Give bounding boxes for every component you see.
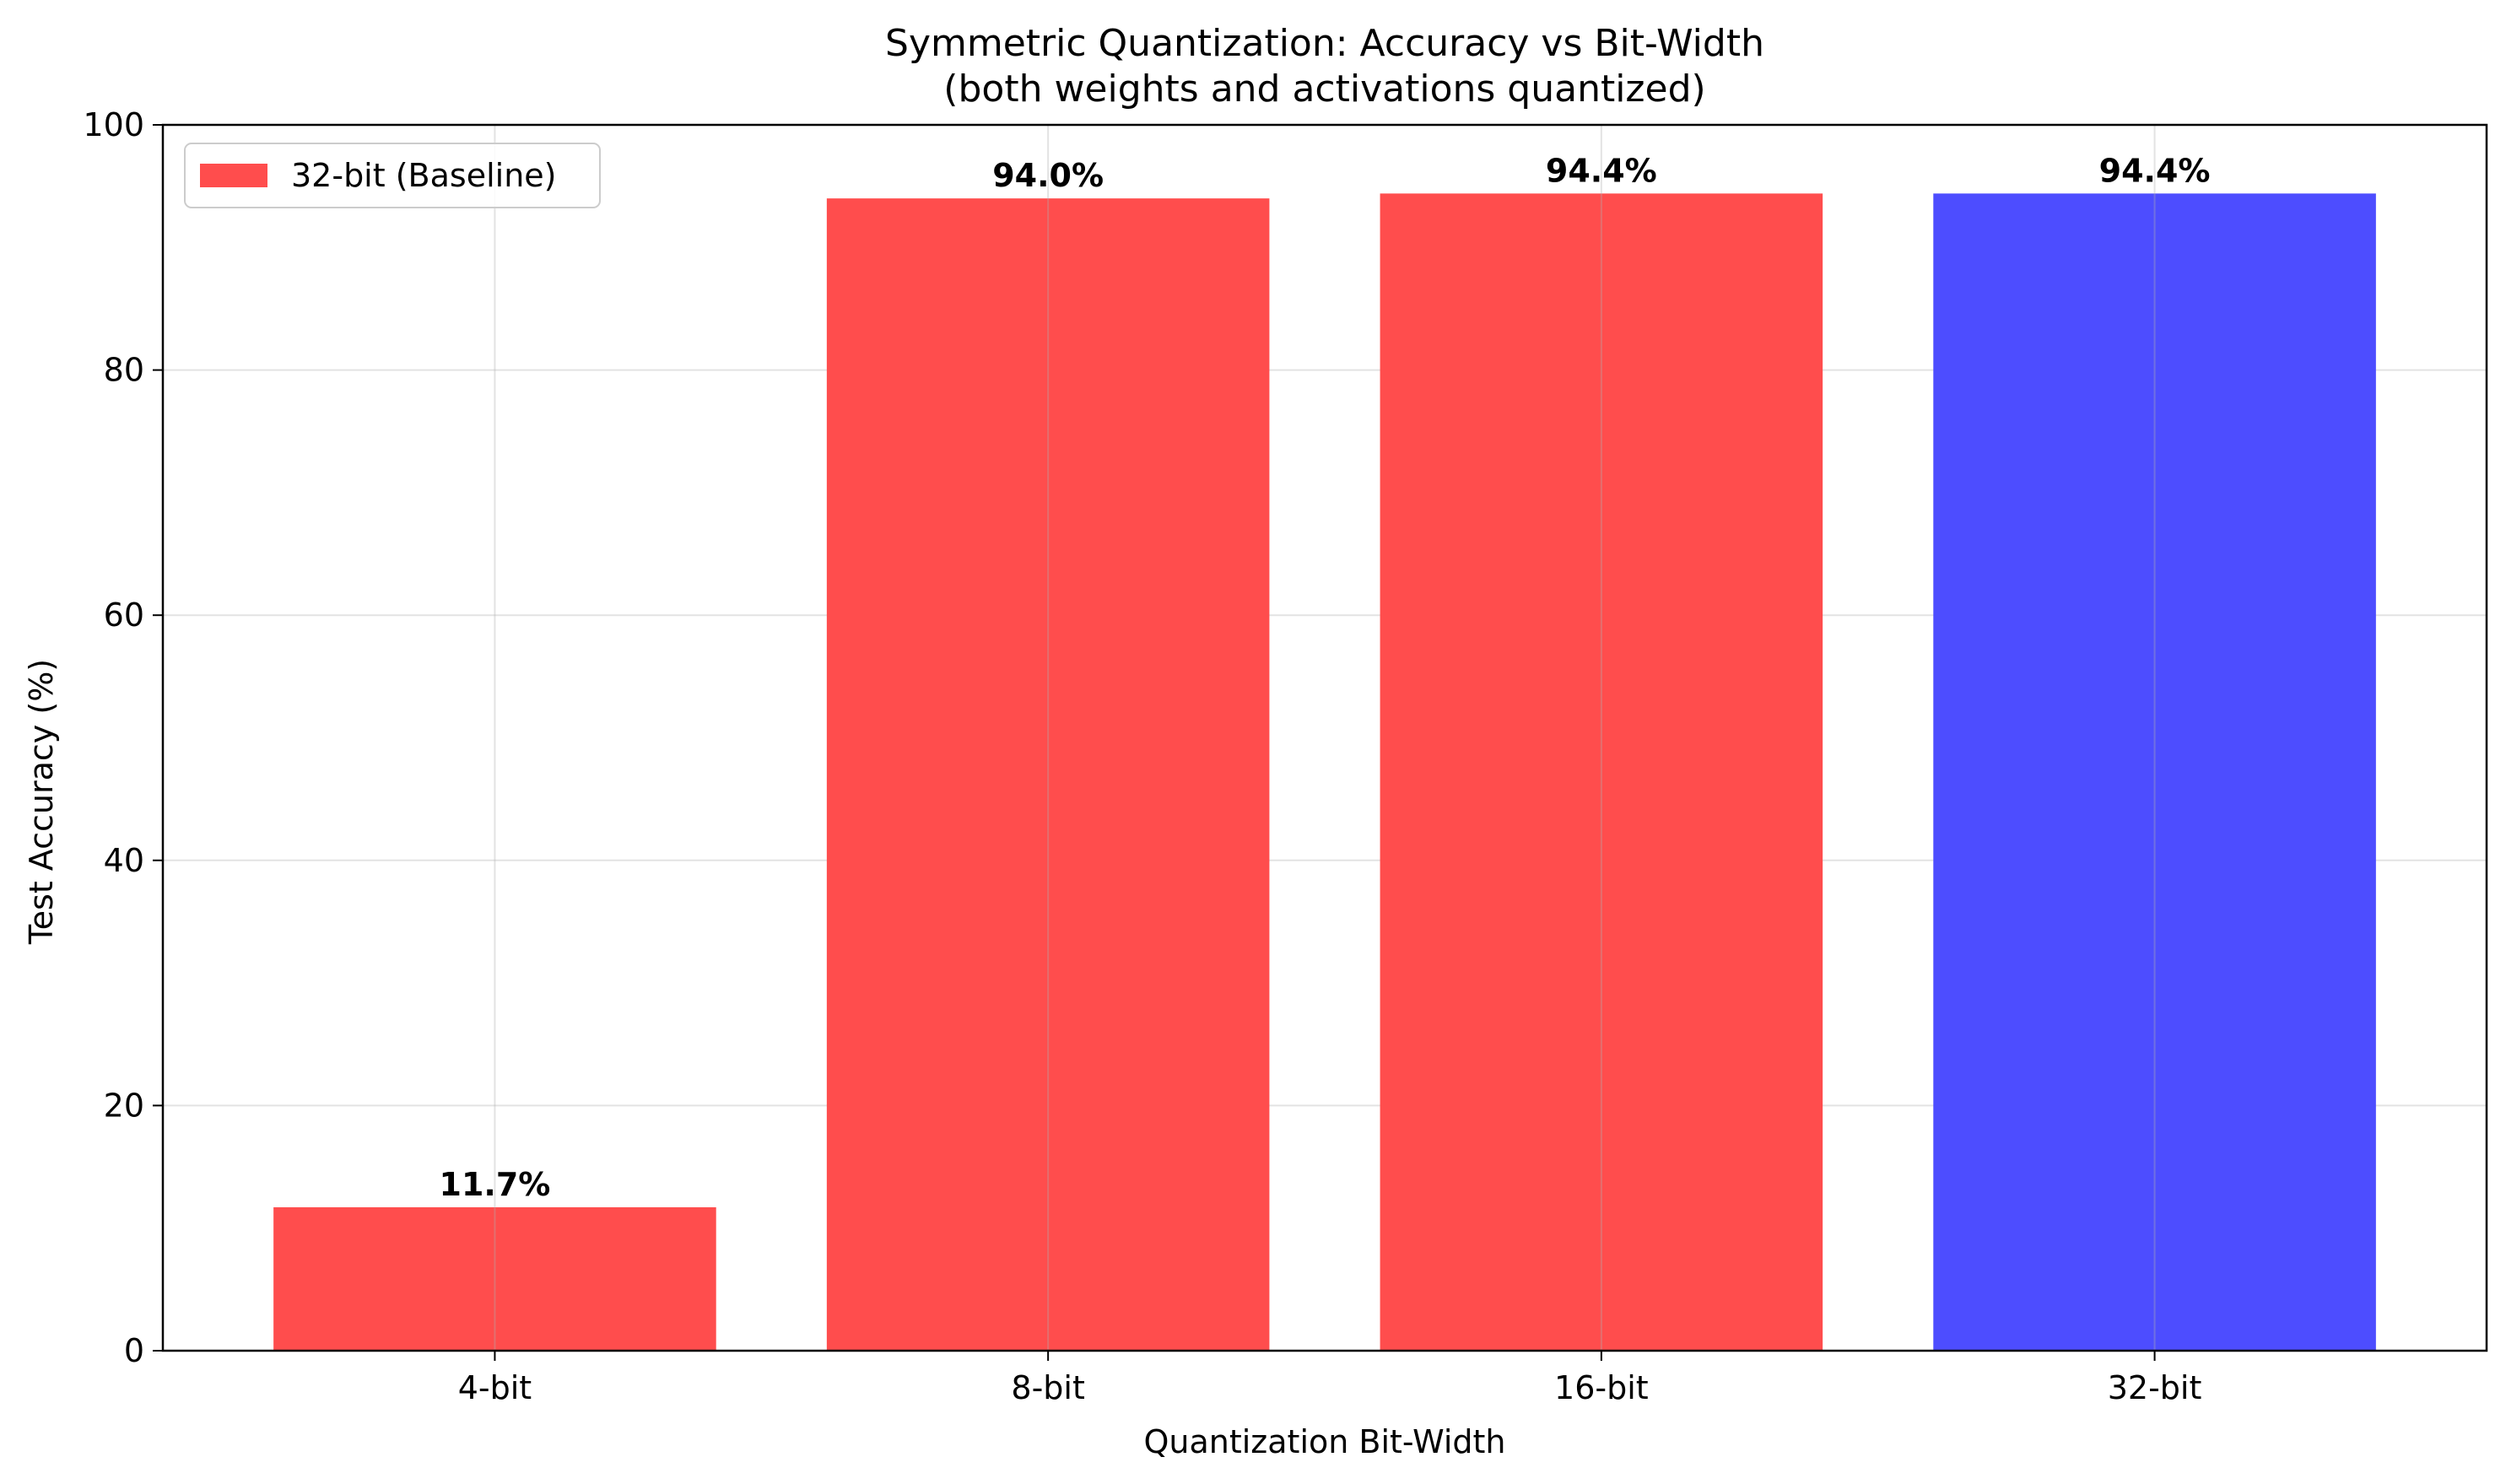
legend: 32-bit (Baseline) bbox=[184, 143, 601, 208]
x-tick-label: 16-bit bbox=[1554, 1369, 1649, 1406]
y-axis-label: Test Accuracy (%) bbox=[23, 659, 60, 945]
bar-16-bit bbox=[1380, 193, 1823, 1351]
x-tick-label: 8-bit bbox=[1011, 1369, 1084, 1406]
ticks-layer: 0 20 40 60 80 100 4-bit 8-bit 16-bit 32-bit bbox=[83, 106, 2201, 1406]
x-tick-label: 32-bit bbox=[2108, 1369, 2202, 1406]
bars-layer bbox=[273, 193, 2376, 1352]
legend-label: 32-bit (Baseline) bbox=[291, 157, 556, 194]
data-label-8-bit: 94.0% bbox=[992, 157, 1104, 194]
legend-box bbox=[184, 143, 601, 208]
plot-frame bbox=[161, 123, 2488, 1352]
data-label-4-bit: 11.7% bbox=[440, 1166, 551, 1203]
data-labels-layer: 11.7% 94.0% 94.4% 94.4% bbox=[440, 152, 2211, 1203]
bar-32-bit bbox=[1933, 193, 2376, 1351]
data-label-16-bit: 94.4% bbox=[1546, 152, 1657, 189]
y-tick-label: 0 bbox=[124, 1332, 144, 1369]
y-tick-label: 100 bbox=[83, 106, 144, 143]
y-tick-label: 40 bbox=[104, 842, 144, 879]
chart-title: Symmetric Quantization: Accuracy vs Bit-… bbox=[885, 22, 1764, 65]
y-tick-label: 20 bbox=[104, 1087, 144, 1124]
legend-swatch bbox=[200, 164, 267, 187]
bar-4-bit bbox=[273, 1206, 716, 1351]
x-axis-label: Quantization Bit-Width bbox=[1143, 1423, 1505, 1460]
chart-subtitle: (both weights and activations quantized) bbox=[943, 67, 1705, 111]
x-tick-label: 4-bit bbox=[458, 1369, 532, 1406]
grid-overlay bbox=[494, 125, 2156, 1351]
data-label-32-bit: 94.4% bbox=[2099, 152, 2211, 189]
bar-8-bit bbox=[826, 198, 1270, 1352]
y-tick-label: 60 bbox=[104, 596, 144, 634]
y-tick-label: 80 bbox=[104, 352, 144, 389]
